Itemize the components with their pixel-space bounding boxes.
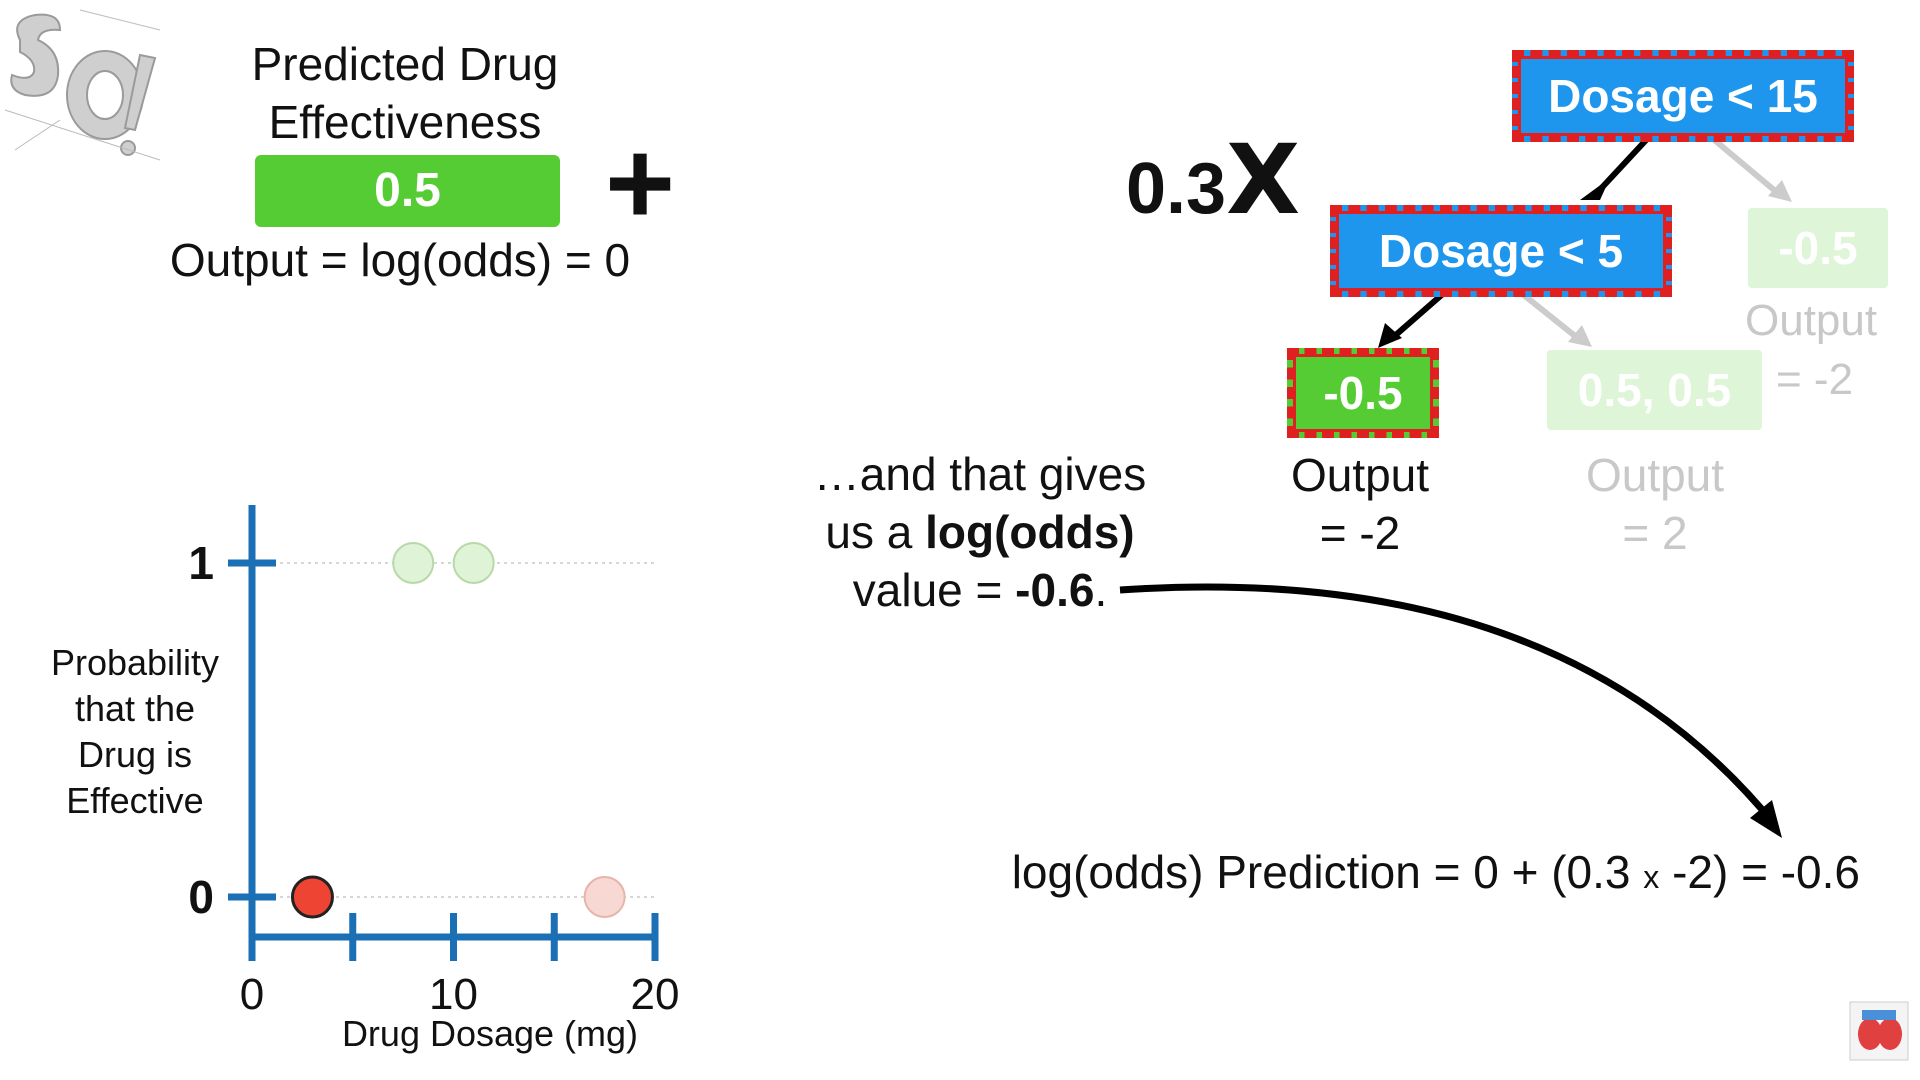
- leaf-mid-output-line1: Output: [1585, 449, 1725, 501]
- ylabel-line: Probability: [50, 642, 220, 683]
- leaf-right-output-line1: Output: [1745, 296, 1878, 345]
- leaf-right-output-line2: = -2: [1776, 355, 1854, 404]
- predicted-title-line2: Effectiveness: [268, 96, 542, 148]
- prediction-times: x: [1643, 859, 1660, 895]
- corner-logo-icon: [1849, 1001, 1909, 1061]
- data-point: [290, 875, 334, 919]
- data-point: [452, 542, 495, 584]
- prediction-prefix: log(odds) Prediction = 0 + (0.3: [1011, 846, 1644, 898]
- explanation-line3: value = -0.6.: [780, 561, 1180, 619]
- leaf-right-node: -0.5: [1748, 208, 1888, 288]
- chart-ylabel: Probability that the Drug is Effective: [30, 640, 240, 824]
- predicted-effectiveness-title: Predicted Drug Effectiveness: [220, 35, 590, 151]
- prediction-suffix: -2) = -0.6: [1659, 846, 1860, 898]
- predicted-title-line1: Predicted Drug: [251, 38, 559, 90]
- statquest-logo-icon: [4, 9, 161, 161]
- explanation-line1: …and that gives: [813, 448, 1147, 500]
- initial-prediction-box: 0.5: [255, 155, 560, 227]
- curved-arrow: [1119, 583, 1778, 828]
- leaf-mid-output: Output = 2: [1555, 446, 1755, 562]
- x-tick-label: 20: [631, 970, 680, 1019]
- inner-node: Dosage < 5: [1330, 205, 1672, 297]
- ylabel-line: that the: [74, 688, 196, 729]
- leaf-left-output-line1: Output: [1290, 449, 1430, 501]
- chart-xlabel: Drug Dosage (mg): [341, 1013, 639, 1054]
- edge-inner-to-left-leaf: [1388, 289, 1447, 343]
- leaf-mid-output-line2: = 2: [1622, 507, 1688, 559]
- learning-rate-multiplier: 0.3X: [1126, 132, 1300, 229]
- ylabel-line: Drug is: [77, 734, 193, 775]
- leaf-left-output-line2: = -2: [1319, 507, 1401, 559]
- ylabel-line: Effective: [66, 780, 204, 821]
- explanation-text: …and that gives us a log(odds) value = -…: [780, 445, 1180, 619]
- plus-sign: +: [605, 116, 676, 250]
- x-tick-label: 10: [429, 970, 478, 1019]
- x-tick-label: 0: [240, 970, 264, 1019]
- prediction-formula: log(odds) Prediction = 0 + (0.3 x -2) = …: [900, 845, 1860, 899]
- initial-output-equation: Output = log(odds) = 0: [169, 234, 631, 286]
- leaf-mid-node: 0.5, 0.5: [1547, 350, 1762, 430]
- explanation-line2: us a log(odds): [780, 503, 1180, 561]
- leaf-left-output: Output = -2: [1260, 446, 1460, 562]
- data-point: [583, 876, 626, 918]
- edge-inner-to-mid-leaf: [1518, 289, 1582, 343]
- edge-root-to-right-leaf: [1710, 135, 1782, 198]
- y-tick-label: 0: [188, 871, 214, 923]
- explanation-line2-prefix: us a: [825, 506, 926, 558]
- explanation-line3-prefix: value =: [852, 564, 1016, 616]
- root-node: Dosage < 15: [1512, 50, 1854, 142]
- explanation-line2-bold: log(odds): [925, 506, 1135, 558]
- data-point: [392, 542, 435, 584]
- leaf-left-node: -0.5: [1287, 348, 1439, 438]
- multiply-sign: X: [1226, 124, 1301, 236]
- learning-rate-value: 0.3: [1126, 149, 1227, 229]
- explanation-line3-bold: -0.6: [1015, 564, 1095, 616]
- y-tick-label: 1: [188, 537, 214, 589]
- explanation-line3-suffix: .: [1094, 564, 1108, 616]
